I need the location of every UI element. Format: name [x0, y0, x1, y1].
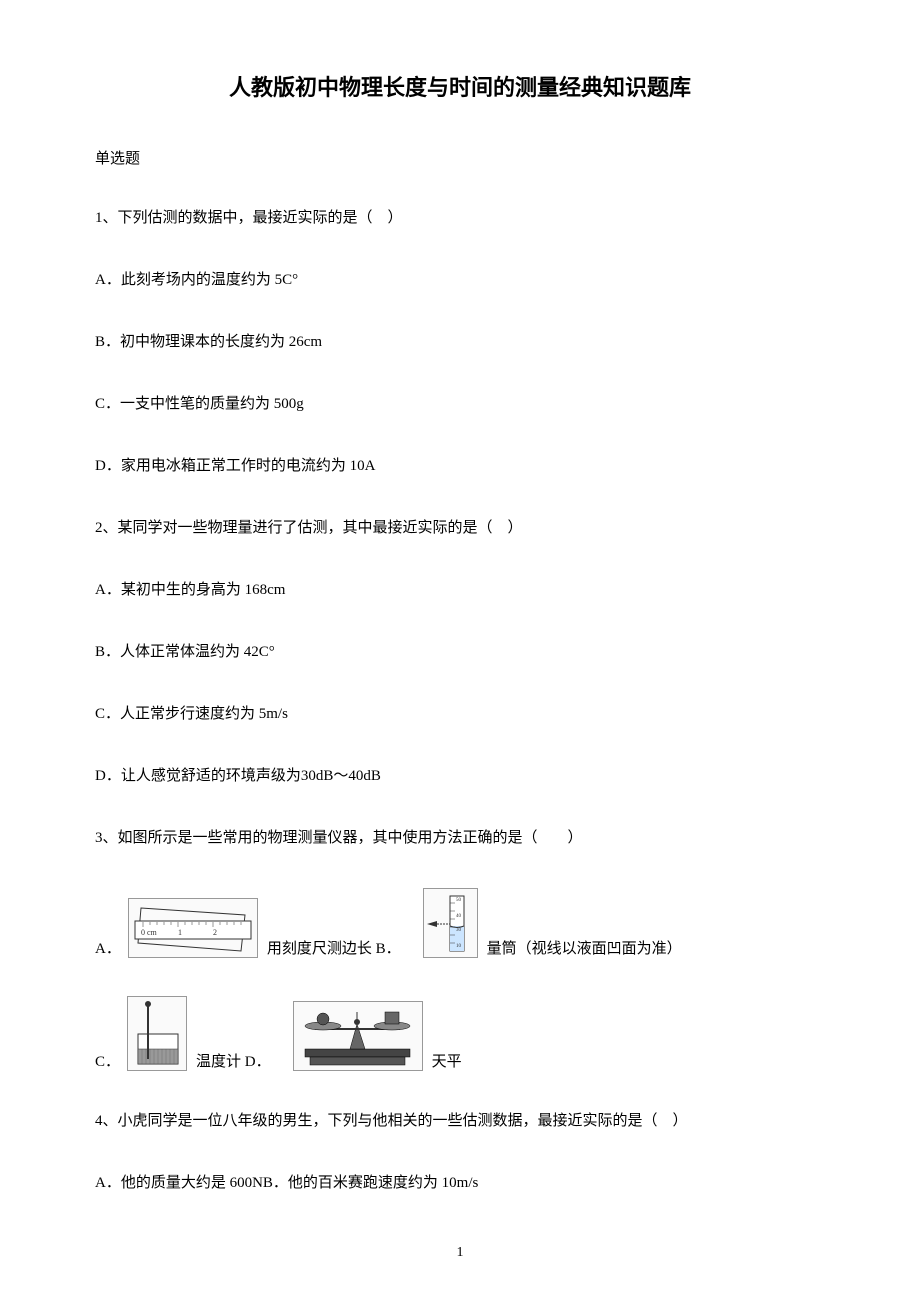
option-a-label: A．: [95, 937, 121, 958]
svg-text:40: 40: [456, 914, 462, 919]
svg-text:0 cm: 0 cm: [141, 928, 158, 937]
section-header: 单选题: [95, 147, 825, 168]
svg-text:1: 1: [178, 928, 182, 937]
ruler-image: 0 cm 1 2: [128, 898, 258, 958]
question-1-option-a: A．此刻考场内的温度约为 5C°: [95, 268, 825, 292]
svg-text:2: 2: [213, 928, 217, 937]
option-c-label: C．: [95, 1050, 120, 1071]
question-1-option-b: B．初中物理课本的长度约为 26cm: [95, 330, 825, 354]
question-1-option-d: D．家用电冰箱正常工作时的电流约为 10A: [95, 454, 825, 478]
question-4-stem: 4、小虎同学是一位八年级的男生，下列与他相关的一些估测数据，最接近实际的是（ ）: [95, 1109, 825, 1133]
question-2-option-a: A．某初中生的身高为 168cm: [95, 578, 825, 602]
option-d-desc: 天平: [432, 1050, 462, 1071]
question-3-row-2: C． 温度计 D．: [95, 996, 825, 1071]
question-2-option-b: B．人体正常体温约为 42C°: [95, 640, 825, 664]
thermometer-image: [127, 996, 187, 1071]
balance-scale-image: [293, 1001, 423, 1071]
question-2-option-d: D．让人感觉舒适的环境声级为30dB～40dB: [95, 764, 825, 788]
svg-text:30: 30: [456, 928, 462, 933]
question-2-stem: 2、某同学对一些物理量进行了估测，其中最接近实际的是（ ）: [95, 516, 825, 540]
question-1-option-c: C．一支中性笔的质量约为 500g: [95, 392, 825, 416]
question-1-stem: 1、下列估测的数据中，最接近实际的是（ ）: [95, 206, 825, 230]
question-2-option-c: C．人正常步行速度约为 5m/s: [95, 702, 825, 726]
svg-text:10: 10: [456, 944, 462, 949]
page-number: 1: [95, 1245, 825, 1261]
question-3-row-1: A． 0 cm 1 2 用刻度尺测边长 B．: [95, 888, 825, 958]
question-4-option-ab: A．他的质量大约是 600NB．他的百米赛跑速度约为 10m/s: [95, 1171, 825, 1195]
option-a-desc: 用刻度尺测边长 B．: [267, 937, 401, 958]
page-title: 人教版初中物理长度与时间的测量经典知识题库: [95, 70, 825, 102]
svg-text:50: 50: [456, 898, 462, 903]
option-b-desc: 量筒（视线以液面凹面为准）: [487, 937, 682, 958]
option-c-desc: 温度计 D．: [196, 1050, 271, 1071]
graduated-cylinder-image: 50 40 30 10: [423, 888, 478, 958]
question-3-stem: 3、如图所示是一些常用的物理测量仪器，其中使用方法正确的是（ ）: [95, 826, 825, 850]
